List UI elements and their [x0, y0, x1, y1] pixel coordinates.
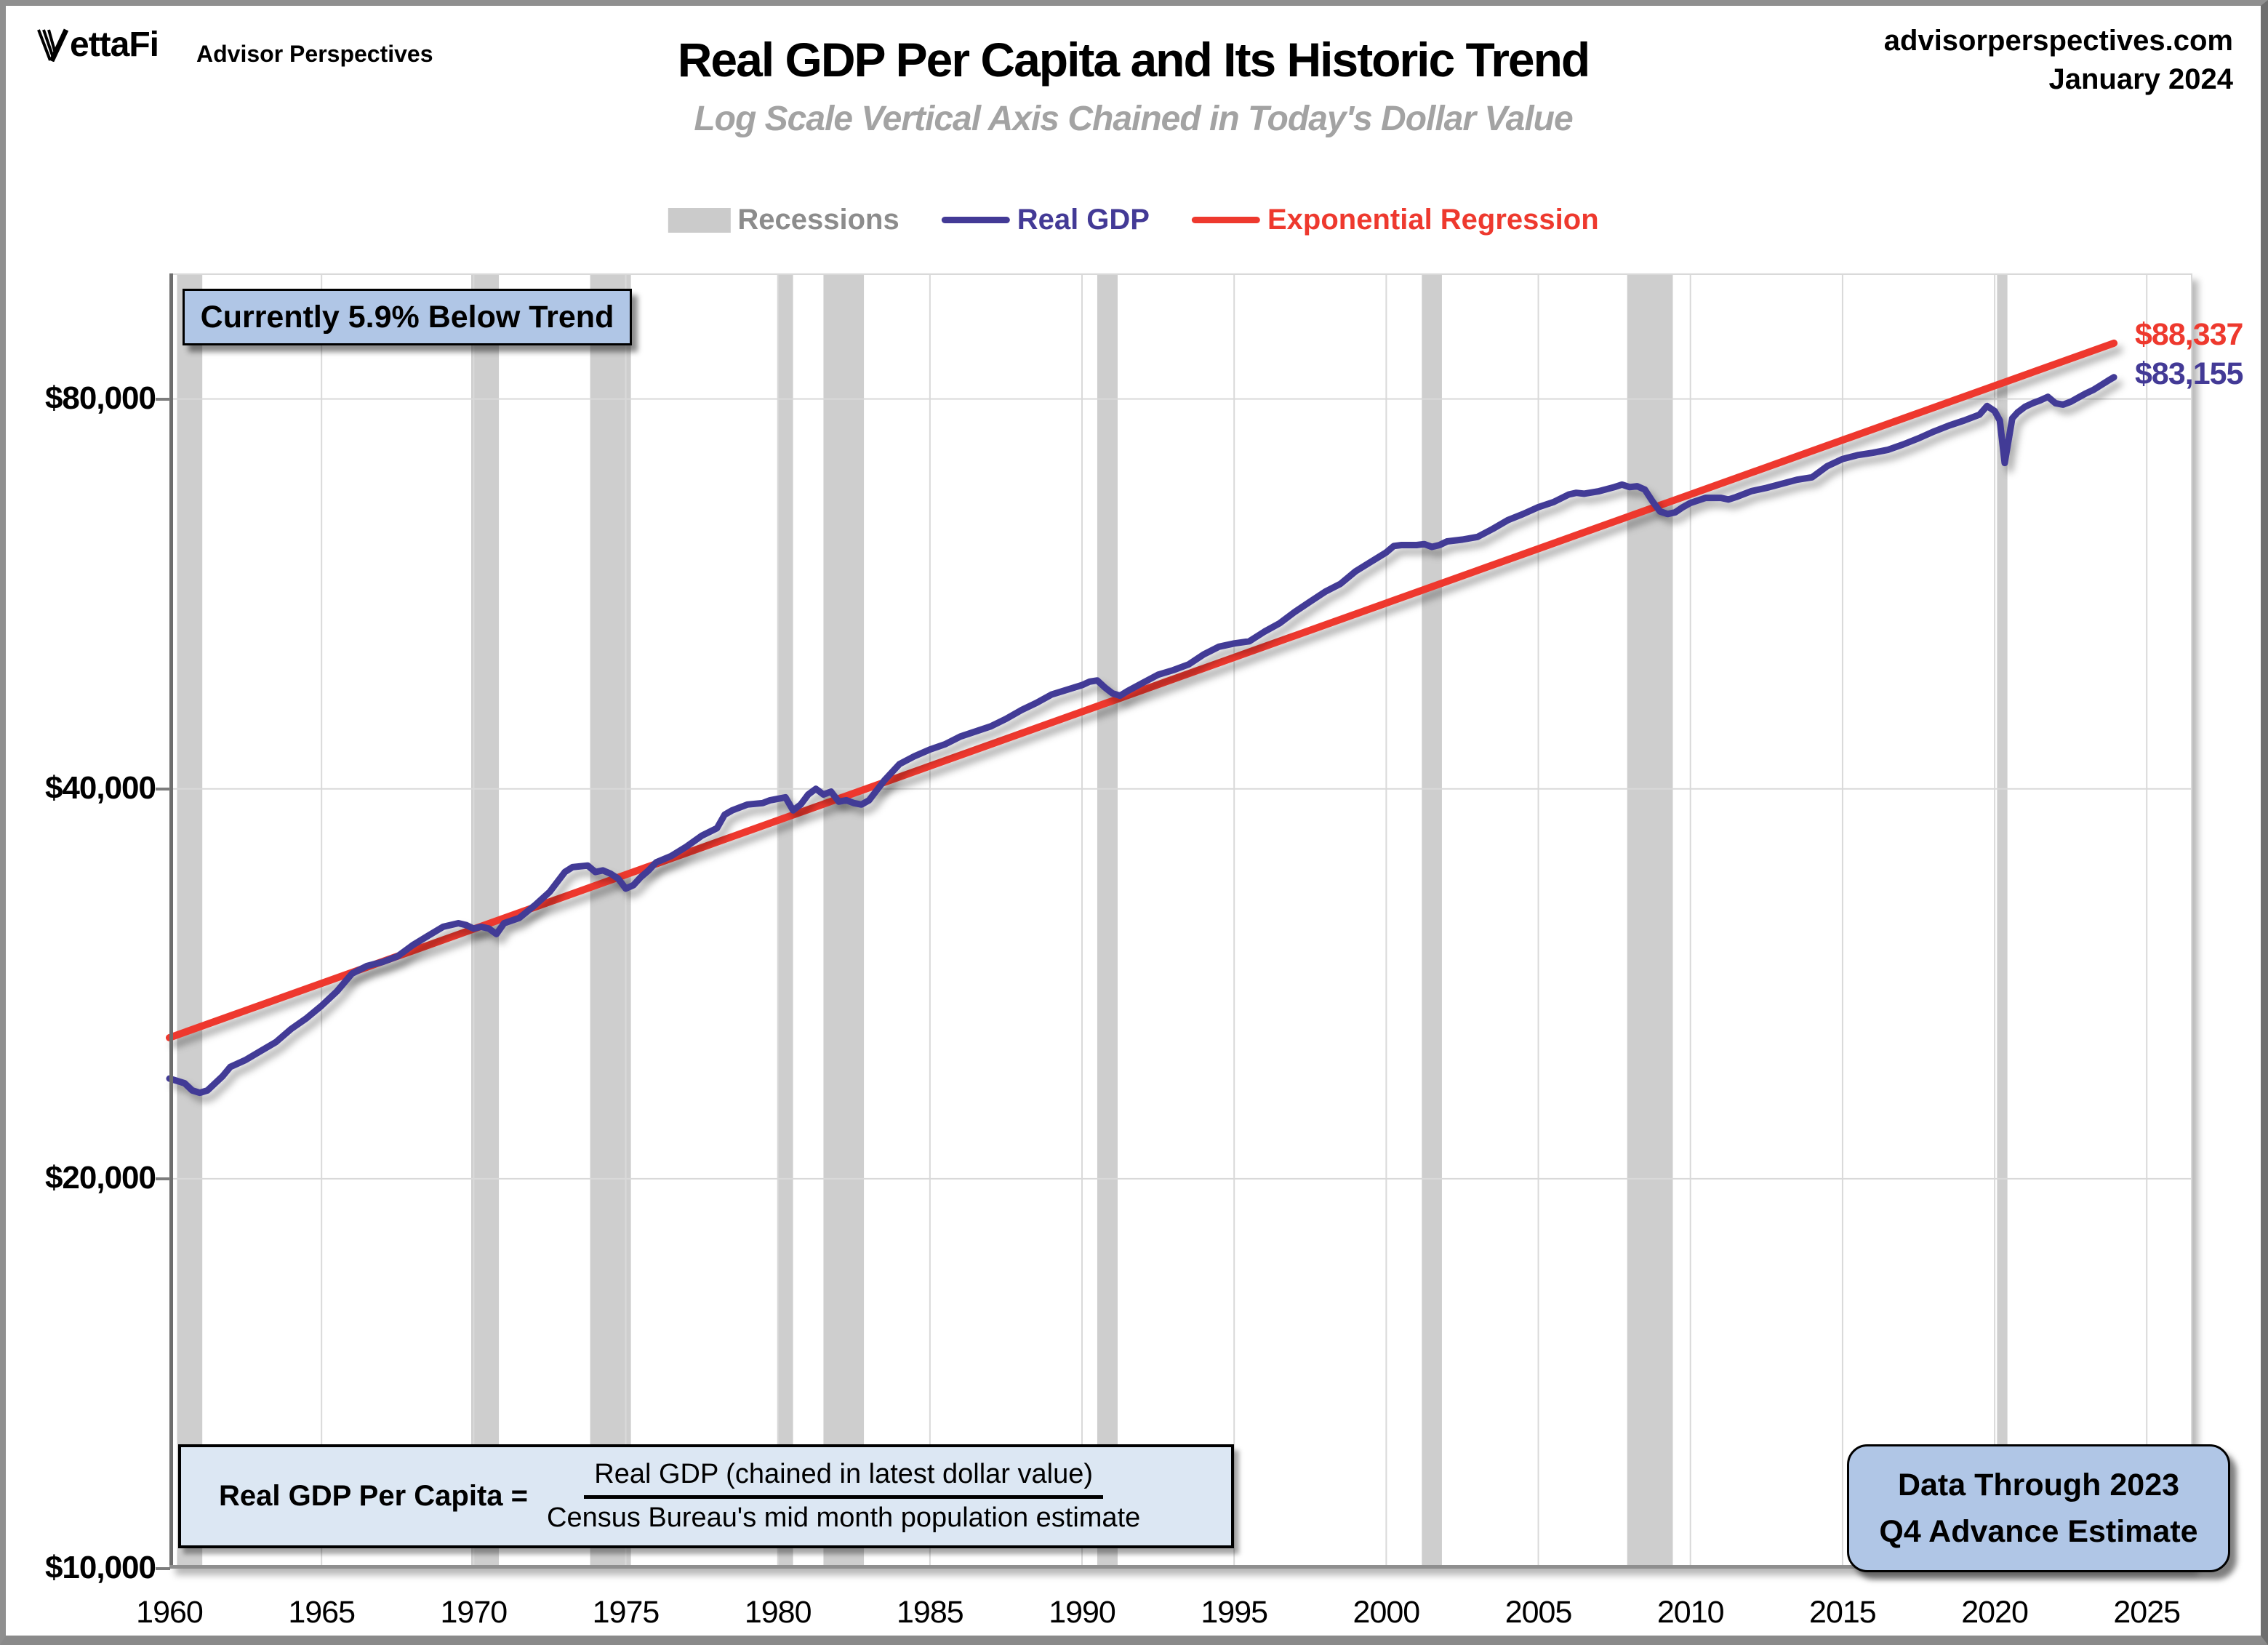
recession-bar — [1422, 273, 1442, 1569]
legend-item-exponential-regression: Exponential Regression — [1191, 204, 1599, 236]
y-axis-tick-label: $20,000 — [44, 1159, 156, 1196]
recession-bar — [777, 273, 793, 1569]
formula-lhs: Real GDP Per Capita = — [219, 1480, 528, 1512]
source-info: advisorperspectives.com January 2024 — [1884, 22, 2233, 99]
y-axis-tick-mark — [156, 787, 170, 791]
legend-item-real-gdp: Real GDP — [941, 204, 1150, 236]
x-axis-tick-label: 2005 — [1504, 1595, 1573, 1630]
legend-item-recessions: Recessions — [668, 204, 899, 236]
x-axis-tick-label: 2020 — [1961, 1595, 2029, 1630]
legend-label: Exponential Regression — [1267, 204, 1599, 236]
x-axis-tick-label: 1980 — [744, 1595, 812, 1630]
y-axis-tick-label: $40,000 — [44, 769, 156, 806]
formula-numerator: Real GDP (chained in latest dollar value… — [584, 1459, 1104, 1499]
x-axis-tick-label: 1965 — [288, 1595, 356, 1630]
recession-bar — [1997, 273, 2008, 1569]
formula-fraction: Real GDP (chained in latest dollar value… — [547, 1459, 1140, 1534]
x-axis-tick-label: 1995 — [1201, 1595, 1268, 1630]
y-axis-tick-mark — [156, 1567, 170, 1570]
formula-denominator: Census Bureau's mid month population est… — [547, 1502, 1141, 1533]
page-title: Real GDP Per Capita and Its Historic Tre… — [677, 33, 1590, 87]
trend-end-value-label: $88,337 — [2135, 317, 2243, 352]
chart-svg — [166, 273, 2192, 1569]
x-axis-tick-label: 1970 — [440, 1595, 508, 1630]
gdp-end-value-label: $83,155 — [2135, 356, 2243, 391]
exponential-regression-line — [166, 339, 2118, 1041]
brand: ettaFi Advisor Perspectives — [36, 25, 433, 68]
x-axis-tick-label: 2000 — [1353, 1595, 1421, 1630]
real-gdp-line — [166, 374, 2117, 1097]
brand-subtitle: Advisor Perspectives — [196, 40, 433, 67]
x-axis-tick-label: 1990 — [1049, 1595, 1116, 1630]
x-axis-tick-label: 2025 — [2113, 1595, 2181, 1630]
recession-bar — [1627, 273, 1673, 1569]
x-axis-tick-label: 1960 — [136, 1595, 204, 1630]
data-through-line2: Q4 Advance Estimate — [1879, 1514, 2198, 1549]
recessions-swatch-icon — [668, 207, 731, 233]
y-axis-tick-label: $80,000 — [44, 380, 156, 416]
y-axis-tick-mark — [156, 397, 170, 401]
x-axis-tick-label: 2010 — [1656, 1595, 1725, 1630]
legend: Recessions Real GDP Exponential Regressi… — [668, 204, 1599, 236]
recession-bar — [1097, 273, 1118, 1569]
formula-box: Real GDP Per Capita = Real GDP (chained … — [178, 1444, 1234, 1548]
source-date: January 2024 — [2048, 63, 2233, 95]
regression-line-icon — [1191, 217, 1260, 223]
data-through-line1: Data Through 2023 — [1897, 1467, 2180, 1502]
legend-label: Real GDP — [1017, 204, 1150, 236]
legend-label: Recessions — [737, 204, 899, 236]
recession-bar — [177, 273, 203, 1569]
real-gdp-line-icon — [941, 217, 1010, 223]
x-axis-tick-label: 1975 — [592, 1595, 660, 1630]
x-axis-tick-label: 1985 — [897, 1595, 964, 1630]
x-axis-tick-label: 2015 — [1809, 1595, 1877, 1630]
recession-bar — [823, 273, 865, 1569]
recession-bar — [590, 273, 631, 1569]
y-axis-tick-mark — [156, 1177, 170, 1180]
plot-area — [166, 273, 2192, 1569]
logo-text: ettaFi — [70, 25, 159, 64]
vettafi-logo: ettaFi — [36, 25, 159, 65]
source-site: advisorperspectives.com — [1883, 25, 2233, 57]
below-trend-callout: Currently 5.9% Below Trend — [183, 289, 632, 345]
vettafi-v-icon — [37, 28, 68, 62]
page-subtitle: Log Scale Vertical Axis Chained in Today… — [694, 100, 1573, 138]
y-axis-tick-label: $10,000 — [44, 1550, 156, 1585]
data-through-callout: Data Through 2023 Q4 Advance Estimate — [1847, 1444, 2230, 1572]
